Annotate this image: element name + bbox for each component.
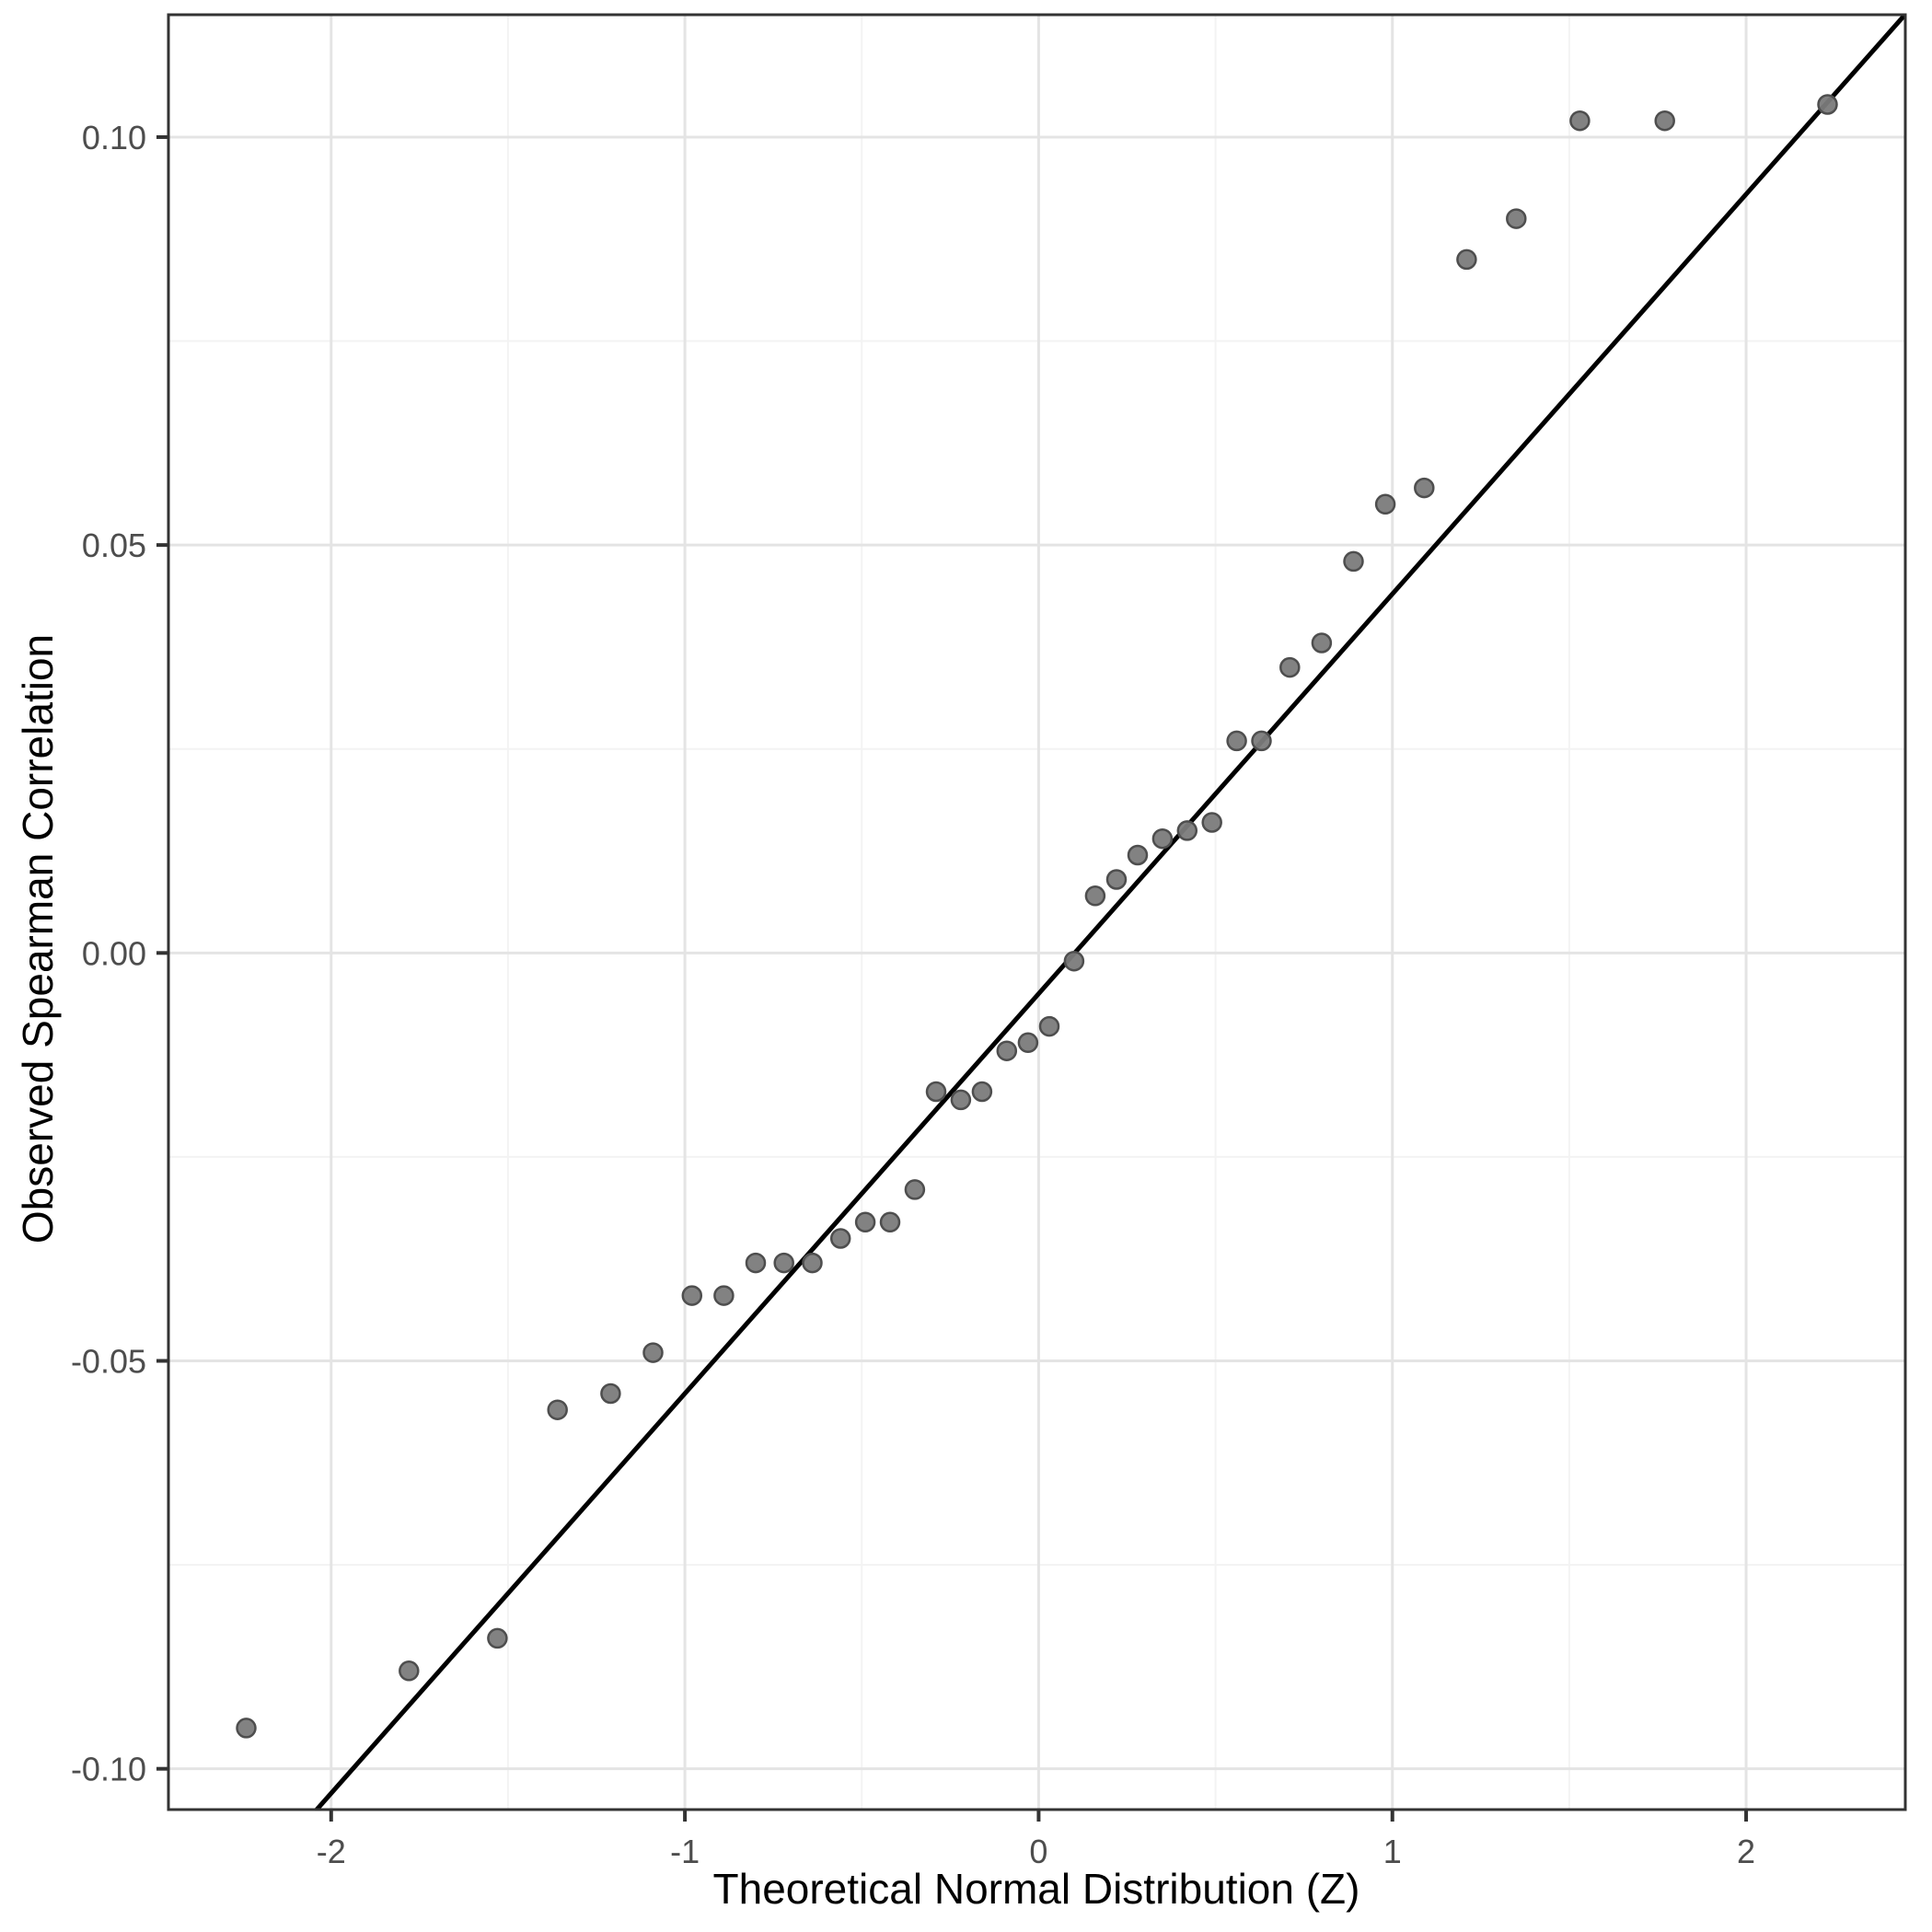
x-axis-title: Theoretical Normal Distribution (Z) xyxy=(713,1865,1360,1913)
data-point xyxy=(1151,827,1174,850)
y-axis-title: Observed Spearman Correlation xyxy=(14,634,62,1244)
data-point xyxy=(487,1627,508,1649)
y-tick-label: 0.00 xyxy=(82,934,146,972)
data-point xyxy=(1654,110,1675,132)
data-point xyxy=(854,1211,876,1233)
x-tick-labels: -2 -1 0 1 2 xyxy=(317,1833,1755,1870)
scatter-points xyxy=(236,94,1838,1739)
data-point xyxy=(547,1399,568,1420)
data-point xyxy=(1017,1032,1039,1054)
grid-major-lines xyxy=(168,15,1905,1810)
y-tick-label: 0.05 xyxy=(82,526,146,564)
data-point xyxy=(1127,844,1149,866)
grid-minor-lines xyxy=(168,15,1905,1810)
x-tick-label: -1 xyxy=(670,1833,700,1870)
data-point xyxy=(1251,730,1272,752)
data-point xyxy=(829,1228,851,1249)
x-tick-label: 2 xyxy=(1737,1833,1755,1870)
axis-ticks xyxy=(156,134,1749,1822)
data-point xyxy=(1176,820,1198,841)
data-point xyxy=(971,1081,993,1103)
x-tick-label: 0 xyxy=(1029,1833,1047,1870)
y-tick-label: -0.10 xyxy=(71,1751,146,1788)
data-point xyxy=(1226,730,1247,752)
data-point xyxy=(1038,1015,1060,1037)
data-point xyxy=(600,1382,621,1405)
y-tick-label: -0.05 xyxy=(71,1343,146,1381)
data-point xyxy=(1414,477,1435,499)
data-point xyxy=(1343,550,1364,573)
reference-line-group xyxy=(313,15,1905,1810)
data-point xyxy=(1817,94,1838,115)
x-tick-label: -2 xyxy=(317,1833,346,1870)
x-tick-label: 1 xyxy=(1383,1833,1402,1870)
data-point xyxy=(802,1252,823,1274)
data-point xyxy=(1456,249,1477,271)
data-point xyxy=(1311,632,1333,654)
data-point xyxy=(1084,885,1106,907)
data-point xyxy=(745,1252,767,1274)
data-point xyxy=(1279,656,1301,678)
y-tick-labels: 0.10 0.05 0.00 -0.05 -0.10 xyxy=(71,119,146,1788)
data-point xyxy=(642,1342,664,1363)
data-point xyxy=(996,1040,1018,1061)
data-point xyxy=(1506,208,1527,229)
data-point xyxy=(681,1285,703,1306)
data-point xyxy=(879,1211,901,1233)
data-point xyxy=(1201,812,1222,833)
data-point xyxy=(713,1285,735,1306)
data-point xyxy=(1063,950,1085,972)
data-point xyxy=(1105,869,1128,890)
data-point xyxy=(236,1718,257,1739)
panel-border xyxy=(167,13,1907,1811)
y-tick-label: 0.10 xyxy=(82,119,146,156)
data-point xyxy=(773,1252,794,1274)
data-point xyxy=(1569,110,1591,132)
data-point xyxy=(904,1179,926,1200)
data-point xyxy=(950,1089,972,1111)
data-point xyxy=(925,1081,947,1103)
data-point xyxy=(1374,493,1396,515)
qq-reference-line xyxy=(313,15,1905,1810)
data-point xyxy=(399,1660,420,1682)
